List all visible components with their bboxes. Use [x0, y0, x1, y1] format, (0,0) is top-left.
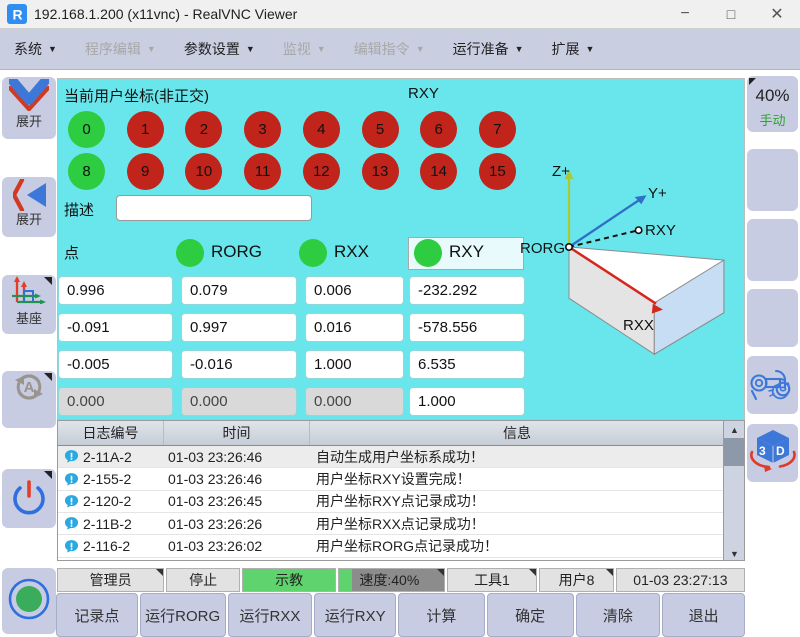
svg-text:A: A: [24, 379, 35, 396]
svg-text:D: D: [776, 444, 785, 458]
svg-text:RORG: RORG: [520, 240, 565, 257]
svg-text:RXY: RXY: [645, 222, 676, 239]
svg-text:R: R: [13, 7, 23, 23]
svg-text:RXX: RXX: [623, 317, 654, 334]
svg-text:Y+: Y+: [648, 185, 667, 202]
svg-text:3: 3: [759, 444, 766, 458]
svg-text:Z+: Z+: [552, 163, 570, 180]
